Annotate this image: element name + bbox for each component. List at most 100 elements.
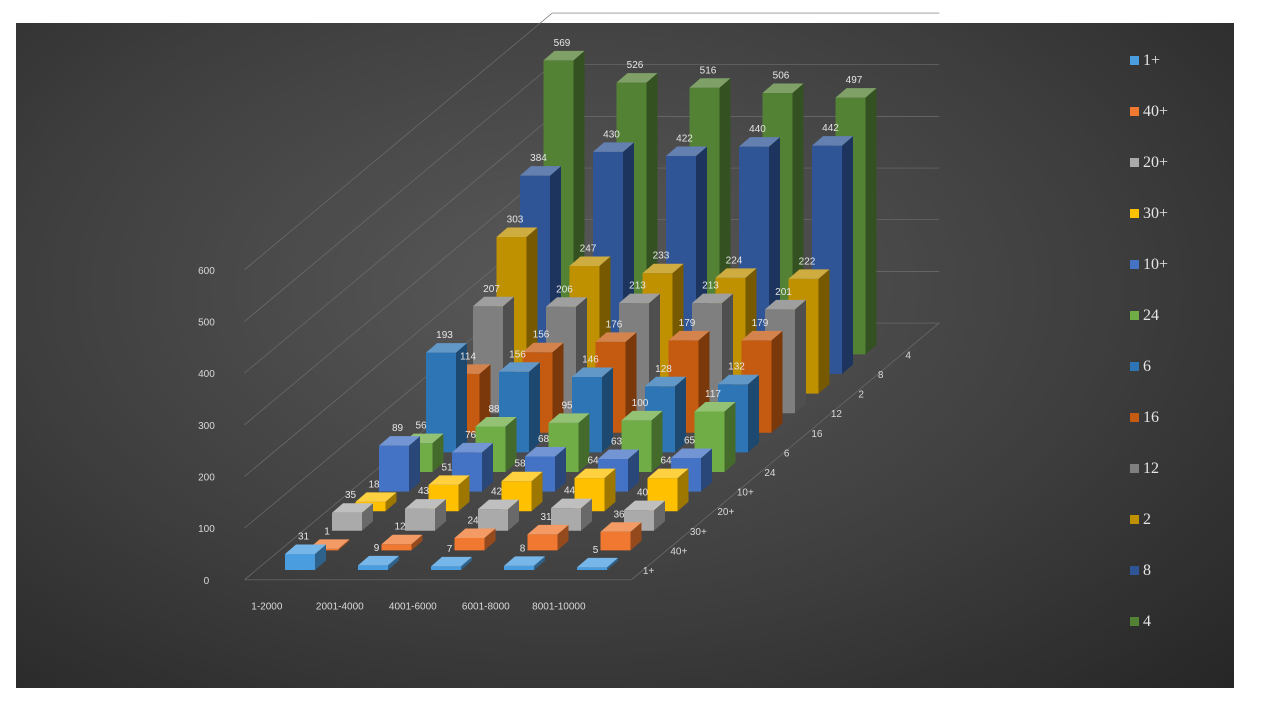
data-label: 88 (488, 404, 500, 415)
data-label: 76 (465, 430, 477, 441)
data-label: 100 (632, 398, 649, 409)
legend-label: 16 (1143, 408, 1159, 426)
bar-front (405, 508, 435, 531)
bar-top (332, 503, 373, 513)
bar-top (499, 362, 540, 372)
bar-top (671, 448, 712, 459)
bar-side (701, 448, 712, 492)
data-label: 56 (415, 421, 427, 432)
bar-side (602, 367, 613, 453)
depth-axis-ticks: 1+ 40+30+ 20+10+ 24 6 16 12 2 8 4 (643, 350, 912, 577)
data-label: 132 (728, 362, 745, 373)
bar-top (520, 166, 561, 176)
data-label: 506 (773, 70, 790, 81)
bar-top (647, 468, 689, 479)
data-label: 303 (507, 215, 524, 226)
bar-top (577, 557, 618, 568)
bar (426, 343, 467, 453)
data-label: 516 (700, 65, 717, 76)
data-label: 64 (660, 456, 672, 467)
bar-top (473, 296, 514, 307)
data-label: 497 (846, 75, 863, 86)
bar-side (654, 500, 665, 531)
bar-front (332, 512, 362, 531)
bar-top (574, 468, 616, 479)
floor-right-edge (631, 322, 940, 581)
bar (577, 557, 618, 570)
y-tick-label: 600 (198, 266, 215, 277)
gridline-left-600 (244, 12, 553, 271)
data-label: 213 (702, 281, 719, 292)
data-label: 156 (509, 349, 526, 360)
data-label: 128 (655, 364, 672, 375)
bar-front (527, 534, 558, 551)
data-label: 430 (603, 129, 620, 140)
data-label: 422 (676, 133, 693, 144)
legend-swatch (1130, 311, 1139, 320)
data-label: 384 (530, 153, 547, 164)
bar-side (625, 332, 637, 433)
data-label: 442 (822, 123, 839, 134)
bar-top (689, 78, 731, 88)
bar-top (741, 330, 783, 341)
bar-side (628, 449, 639, 492)
data-label: 63 (611, 437, 623, 448)
bar-top (454, 528, 496, 538)
legend-item: 6 (1130, 341, 1230, 392)
gridline-left-400 (244, 116, 553, 374)
data-label: 89 (392, 423, 404, 434)
bar-top (645, 376, 686, 387)
bar-top (621, 410, 663, 421)
bar-top (379, 436, 420, 446)
y-axis-ticks: 0 100 200 300 400 500 600 (198, 266, 215, 587)
bar-top (452, 442, 493, 453)
bar-side (724, 402, 736, 472)
depth-tick-label: 40+ (670, 546, 687, 557)
data-label: 224 (726, 255, 743, 266)
bar-side (531, 471, 543, 512)
data-label: 68 (538, 434, 550, 445)
bar-front (379, 445, 409, 492)
legend-item: 24 (1130, 290, 1230, 341)
x-tick-label: 4001-6000 (389, 602, 437, 613)
legend-swatch (1130, 362, 1139, 371)
bar-side (435, 499, 446, 531)
legend-label: 8 (1143, 561, 1151, 579)
data-label: 440 (749, 124, 766, 135)
bar-top (572, 367, 613, 377)
bar-side (771, 330, 783, 433)
depth-tick-label: 16 (811, 429, 823, 440)
bar-top (692, 293, 733, 304)
depth-tick-label: 12 (831, 409, 843, 420)
bar-top (548, 413, 590, 423)
y-tick-label: 500 (198, 317, 215, 328)
bar-top (598, 449, 639, 460)
data-label: 18 (368, 479, 380, 490)
bar-top (666, 146, 707, 156)
bar-front (426, 352, 456, 453)
x-tick-label: 6001-8000 (462, 602, 510, 613)
legend-label: 24 (1143, 306, 1159, 324)
bar-top (478, 499, 519, 510)
bar-top (381, 534, 423, 545)
data-label: 51 (441, 462, 453, 473)
bar-top (285, 544, 326, 554)
bar-side (479, 364, 491, 433)
legend-swatch (1130, 413, 1139, 422)
bar-front (478, 509, 508, 531)
bar-top (668, 330, 710, 341)
depth-tick-label: 6 (784, 448, 790, 459)
bar-top (715, 268, 757, 278)
bar-side (557, 524, 569, 551)
bar-side (865, 88, 877, 355)
legend-swatch (1130, 209, 1139, 218)
legend-label: 10+ (1143, 255, 1169, 273)
depth-tick-label: 24 (764, 468, 776, 479)
legend-swatch (1130, 107, 1139, 116)
y-tick-label: 0 (204, 576, 210, 587)
bar-top (543, 50, 585, 61)
bar-side (534, 556, 545, 570)
data-label: 64 (587, 456, 599, 467)
bar-top (694, 402, 736, 412)
